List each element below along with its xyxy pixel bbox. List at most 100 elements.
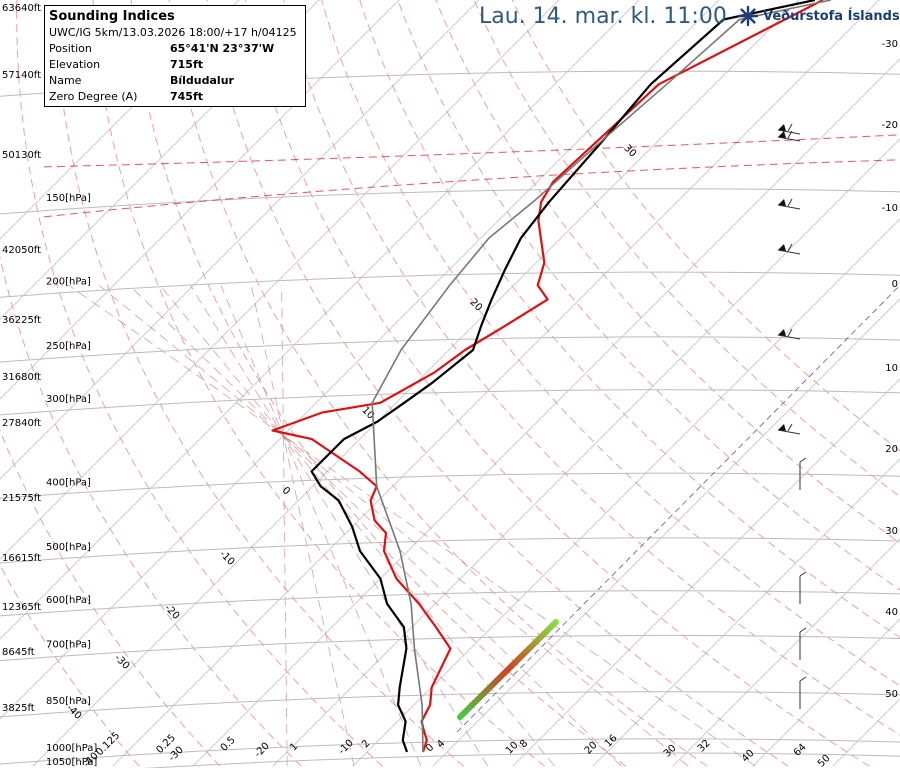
right-axis-label: 20 bbox=[885, 444, 898, 455]
info-row-name: Name Bíldudalur bbox=[49, 73, 301, 89]
series-dew-point bbox=[310, 0, 816, 753]
bottom-axis-label: -20 bbox=[253, 741, 272, 760]
isobar-line bbox=[143, 752, 900, 768]
series-temperature bbox=[271, 0, 824, 753]
dry-adiabat-line bbox=[130, 0, 627, 767]
isobar-line bbox=[0, 389, 900, 416]
moist-adiabat-line bbox=[190, 285, 489, 767]
isotherm-line bbox=[0, 0, 240, 240]
pressure-label: 850[hPa] bbox=[46, 696, 91, 707]
info-value: 65°41'N 23°37'W bbox=[170, 42, 275, 55]
isobar-line bbox=[0, 472, 900, 499]
indices-title: Sounding Indices bbox=[49, 9, 175, 24]
isotherm-label: -20 bbox=[162, 603, 181, 622]
height-label: 42050ft bbox=[2, 245, 41, 256]
isotherm-label: 20 bbox=[467, 297, 484, 314]
isotherm-line bbox=[752, 618, 900, 767]
bottom-axis-label: 16 bbox=[603, 733, 620, 750]
wind-barb bbox=[799, 676, 807, 709]
bottom-axis-label: 0.125 bbox=[94, 730, 122, 758]
isotherm-line bbox=[352, 218, 900, 767]
right-axis-label: 50 bbox=[885, 689, 898, 700]
info-row-zero-degree: Zero Degree (A) 745ft bbox=[49, 89, 301, 105]
info-label: Zero Degree (A) bbox=[49, 90, 138, 103]
info-row-position: Position 65°41'N 23°37'W bbox=[49, 41, 301, 57]
pressure-label: 500[hPa] bbox=[46, 542, 91, 553]
sounding-indices-box: Sounding Indices UWC/IG 5km/13.03.2026 1… bbox=[44, 5, 306, 107]
moist-adiabat-line bbox=[159, 285, 555, 767]
info-value: Bíldudalur bbox=[170, 74, 234, 87]
reference-dashed-line bbox=[43, 134, 900, 168]
dry-adiabat-line bbox=[0, 564, 140, 767]
right-axis-labels: -30 -20 -10 0 10 20 30 40 50 bbox=[882, 39, 898, 700]
height-label: 50130ft bbox=[2, 150, 41, 161]
isobar-line bbox=[0, 691, 900, 718]
right-axis-label: -20 bbox=[882, 120, 898, 131]
series-parcel bbox=[371, 0, 832, 753]
isobar-line bbox=[0, 537, 900, 564]
isotherm-line bbox=[0, 0, 320, 320]
isotherm-line bbox=[432, 298, 900, 767]
isotherm-line bbox=[112, 0, 880, 767]
isotherm-label: 0 bbox=[280, 485, 292, 497]
pressure-label: 150[hPa] bbox=[46, 193, 91, 204]
info-value: 715ft bbox=[170, 58, 204, 71]
dry-adiabat-line bbox=[92, 0, 546, 767]
height-label: 3825ft bbox=[2, 703, 35, 714]
pressure-label: 700[hPa] bbox=[46, 640, 91, 651]
isotherm-label: -30 bbox=[112, 653, 131, 672]
reference-dashed-line bbox=[43, 159, 900, 218]
dry-adiabat-line bbox=[16, 0, 383, 767]
dry-adiabat-line bbox=[168, 0, 708, 767]
isotherm-line bbox=[32, 0, 800, 767]
sounding-series bbox=[271, 0, 832, 753]
height-label: 27840ft bbox=[2, 418, 41, 429]
moist-adiabat-line bbox=[68, 284, 756, 767]
isobar-line bbox=[0, 188, 900, 215]
pressure-label: 200[hPa] bbox=[46, 276, 91, 287]
bottom-axis-label: 4 bbox=[435, 738, 447, 750]
isotherm-label: 30 bbox=[621, 143, 638, 160]
isobar-line bbox=[0, 336, 900, 363]
wind-barbs bbox=[777, 123, 807, 709]
moist-adiabat-line bbox=[250, 285, 355, 767]
isotherm-line bbox=[0, 0, 400, 400]
wind-barb bbox=[777, 423, 801, 435]
dry-adiabat-line bbox=[54, 0, 464, 767]
isotherm-line bbox=[0, 0, 560, 560]
height-label: 12365ft bbox=[2, 602, 41, 613]
height-label: 36225ft bbox=[2, 315, 41, 326]
wind-barb bbox=[777, 198, 801, 210]
dry-adiabat-line bbox=[244, 0, 870, 767]
pressure-label: 1050[hPa] bbox=[46, 757, 97, 768]
isotherm-line bbox=[672, 538, 900, 767]
dry-adiabat-line bbox=[0, 255, 302, 767]
bottom-axis-label: 40 bbox=[740, 748, 757, 765]
isotherm-line bbox=[0, 0, 640, 640]
right-axis-label: 0 bbox=[892, 279, 898, 290]
isotherm-line bbox=[832, 698, 900, 767]
wind-barb bbox=[799, 627, 807, 660]
isotherm-line bbox=[192, 58, 900, 767]
isobar-line bbox=[0, 738, 900, 765]
height-label: 31680ft bbox=[2, 372, 41, 383]
moist-adiabat-line bbox=[281, 285, 288, 767]
wind-barb bbox=[777, 123, 801, 135]
pressure-label: 300[hPa] bbox=[46, 394, 91, 405]
dry-adiabat-line bbox=[206, 0, 789, 767]
wind-barb bbox=[777, 243, 801, 255]
bottom-axis-label: 64 bbox=[792, 742, 809, 759]
moist-adiabat-line bbox=[98, 284, 689, 767]
wind-barb bbox=[799, 457, 807, 490]
model-run: UWC/IG 5km/13.03.2026 18:00/+17 h/04125 bbox=[49, 26, 297, 39]
zero-degree-line bbox=[456, 284, 900, 733]
right-axis-label: -10 bbox=[882, 203, 898, 214]
isotherm-line bbox=[592, 458, 900, 767]
surface-parcel-band bbox=[457, 619, 559, 720]
dry-adiabat-line bbox=[321, 0, 900, 687]
dry-adiabat-line bbox=[283, 0, 900, 736]
isobar-line bbox=[0, 634, 900, 662]
